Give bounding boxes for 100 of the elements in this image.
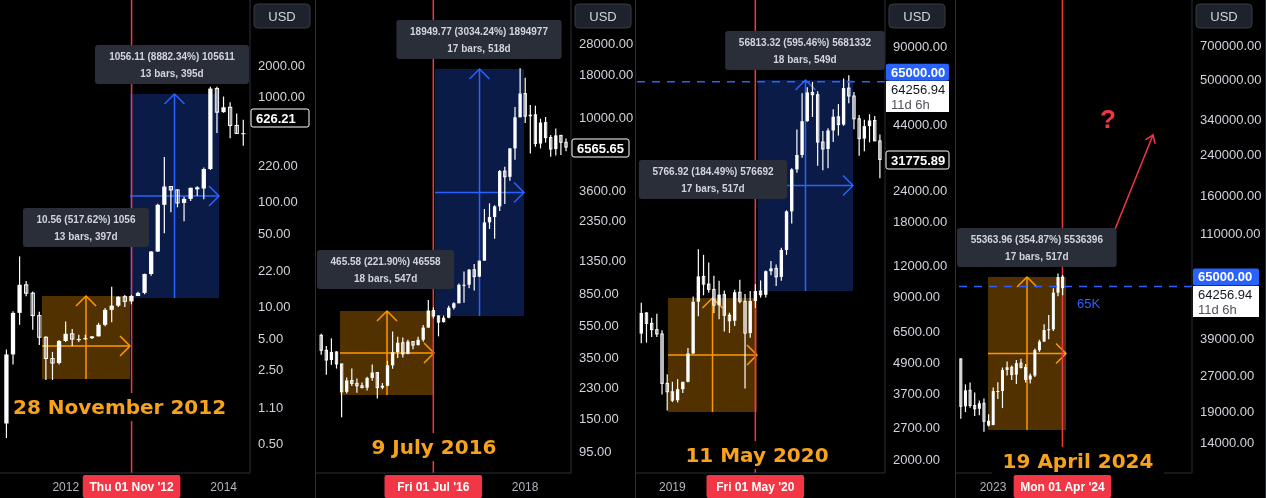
annotation: 9 July 2016 — [371, 435, 497, 459]
candlestick — [234, 112, 239, 135]
candlestick — [549, 134, 553, 158]
y-tick-label: 28000.00 — [579, 35, 634, 51]
y-tick-label: 4900.00 — [893, 355, 940, 371]
candlestick — [644, 311, 649, 344]
y-tick-label: 700000.00 — [1200, 38, 1262, 54]
candlestick — [1047, 314, 1051, 340]
candlestick — [753, 283, 758, 309]
candlestick — [533, 105, 538, 148]
candlestick — [162, 156, 167, 234]
y-tick-label: 44000.00 — [893, 116, 948, 132]
candlestick — [385, 360, 390, 387]
y-tick-label: 27000.00 — [1200, 368, 1255, 384]
candlestick — [1056, 272, 1060, 297]
candlestick — [867, 113, 872, 143]
y-tick-label: 500000.00 — [1200, 72, 1262, 88]
y-tick-label: 2000.00 — [893, 452, 940, 468]
y-tick-label: 350.00 — [579, 350, 619, 366]
y-tick-label: 2.50 — [258, 362, 284, 378]
annotation: 18 bars, 547d — [353, 273, 418, 284]
candlestick — [701, 254, 706, 296]
y-tick-label: 550.00 — [579, 317, 619, 333]
candlestick — [959, 357, 963, 420]
candlestick — [339, 363, 344, 418]
x-tick-label: Fri 01 Jul '16 — [397, 480, 470, 494]
candlestick — [149, 250, 154, 277]
y-tick-label: 18000.00 — [579, 67, 634, 83]
y-axis-title: USD — [268, 9, 296, 24]
y-tick-label: 1.10 — [258, 399, 284, 415]
text: 626.21 — [256, 111, 296, 126]
annotation: 1056.11 (8882.34%) 105611 — [109, 51, 236, 62]
annotation: 28 November 2012 — [13, 395, 227, 419]
y-axis-title: USD — [903, 9, 931, 24]
candlestick — [43, 335, 49, 381]
annotation: 17 bars, 518d — [447, 43, 511, 54]
candlestick — [538, 118, 543, 149]
annotation: 55363.96 (354.87%) 5536396 — [970, 234, 1104, 245]
candlestick — [201, 166, 206, 200]
text: 6565.65 — [577, 141, 624, 156]
y-tick-label: 95.00 — [579, 443, 612, 459]
candlestick — [30, 290, 35, 331]
y-tick-label: 19000.00 — [1200, 403, 1255, 419]
candlestick — [56, 339, 62, 366]
y-tick-label: 1000.00 — [258, 89, 305, 105]
candlestick — [436, 314, 441, 337]
y-tick-label: 24000.00 — [893, 182, 948, 198]
candlestick — [390, 331, 395, 370]
candlestick — [982, 397, 986, 433]
candlestick — [319, 333, 323, 356]
candlestick — [649, 317, 654, 338]
y-tick-label: 220.00 — [258, 158, 298, 174]
x-tick-label: 2018 — [511, 480, 539, 494]
candlestick — [862, 119, 867, 152]
annotation: 10.56 (517.62%) 1056 — [36, 214, 136, 225]
y-tick-label: 110000.00 — [1200, 225, 1261, 241]
y-tick-label: 2350.00 — [579, 213, 626, 229]
ref-line-label: 65000.00 — [1198, 269, 1253, 285]
y-tick-label: 5.00 — [258, 330, 284, 346]
y-tick-label: 39000.00 — [1200, 330, 1255, 346]
annotation: 13 bars, 397d — [54, 231, 118, 242]
candlestick — [543, 116, 548, 144]
annotation: 13 bars, 395d — [140, 68, 204, 79]
y-tick-label: 340000.00 — [1200, 111, 1262, 127]
y-tick-label: 160000.00 — [1200, 187, 1262, 203]
x-tick-label: Thu 01 Nov '12 — [89, 480, 175, 494]
annotation: 11 May 2020 — [685, 443, 829, 467]
y-tick-label: 3600.00 — [579, 182, 626, 198]
candlestick — [426, 299, 430, 329]
ref-line-label: 65000.00 — [891, 64, 946, 80]
annotation: 56813.32 (595.46%) 5681332 — [738, 37, 872, 48]
candlestick — [795, 128, 799, 174]
annotation: 18 bars, 549d — [773, 54, 837, 65]
candlestick — [968, 381, 972, 409]
annotation: 18949.77 (3034.24%) 1894977 — [410, 26, 549, 37]
y-tick-label: 18000.00 — [893, 213, 948, 229]
y-tick-label: 10.00 — [258, 299, 291, 315]
candlestick — [764, 269, 768, 298]
y-tick-label: 10000.00 — [579, 109, 634, 125]
annotation: 19 April 2024 — [1002, 449, 1154, 473]
candlestick — [63, 320, 68, 343]
y-tick-label: 0.50 — [258, 435, 284, 451]
y-tick-label: 1350.00 — [579, 253, 626, 269]
x-tick-label: Fri 01 May '20 — [716, 480, 795, 494]
x-tick-label: 2023 — [979, 480, 1007, 494]
text: 31775.89 — [891, 153, 946, 168]
candlestick — [1061, 274, 1065, 296]
y-tick-label: 22.00 — [258, 263, 291, 279]
y-tick-label: 3700.00 — [893, 385, 940, 401]
y-tick-label: 50.00 — [258, 225, 291, 241]
y-tick-label: 850.00 — [579, 286, 619, 302]
candlestick — [639, 302, 643, 344]
y-tick-label: 2000.00 — [258, 57, 305, 73]
text: 11d 6h — [891, 97, 930, 112]
candlestick — [227, 101, 233, 139]
annotation: 17 bars, 517d — [1005, 251, 1069, 262]
x-tick-label: 2014 — [210, 480, 238, 494]
candlestick — [836, 103, 841, 137]
y-tick-label: 2700.00 — [893, 419, 940, 435]
candlestick — [1005, 360, 1009, 377]
